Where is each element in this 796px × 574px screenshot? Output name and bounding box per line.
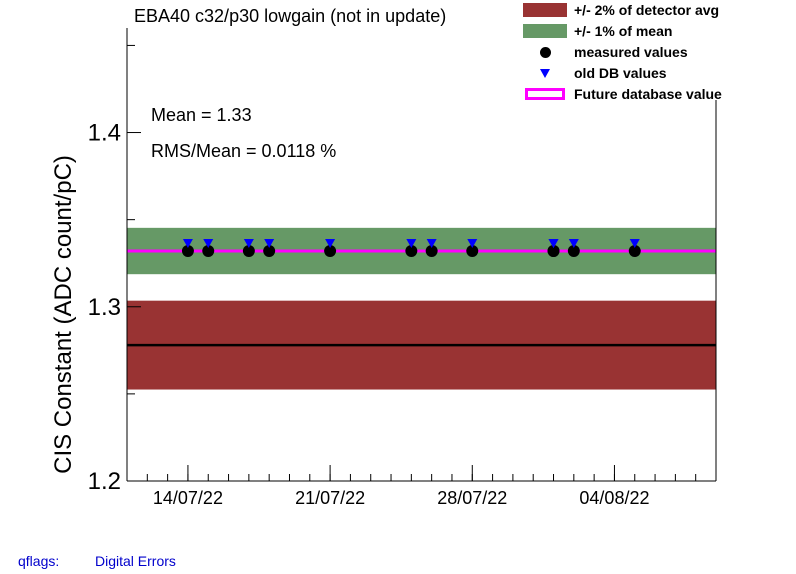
x-tick-label: 21/07/22	[295, 488, 365, 508]
old-db-point	[243, 239, 254, 249]
old-db-point	[568, 239, 579, 249]
legend-label-measured: measured values	[574, 44, 688, 60]
measured-point	[263, 245, 276, 258]
y-tick-label: 1.2	[88, 468, 121, 495]
old-db-point	[426, 239, 437, 249]
qflags-label: qflags:	[18, 553, 60, 569]
old-db-point	[203, 239, 214, 249]
measured-point	[466, 245, 479, 258]
x-tick-label: 14/07/22	[153, 488, 223, 508]
legend-label-mean: +/- 1% of mean	[574, 23, 673, 39]
legend-label-olddb: old DB values	[574, 65, 667, 81]
old-db-point	[182, 239, 193, 249]
old-db-point	[548, 239, 559, 249]
legend-label-future: Future database value	[574, 86, 722, 102]
legend-item-olddb: old DB values	[522, 63, 667, 83]
legend-item-detector: +/- 2% of detector avg	[522, 0, 719, 20]
legend-item-mean: +/- 1% of mean	[522, 21, 672, 41]
measured-point	[202, 245, 215, 258]
y-tick-label: 1.3	[88, 294, 121, 321]
old-db-point	[467, 239, 478, 249]
x-tick-label: 28/07/22	[437, 488, 507, 508]
legend-item-measured: measured values	[522, 42, 688, 62]
old-db-point	[264, 239, 275, 249]
legend-marker-measured	[522, 44, 568, 60]
old-db-point	[406, 239, 417, 249]
legend-marker-olddb	[522, 65, 568, 81]
measured-point	[547, 245, 560, 258]
legend-swatch-future	[522, 86, 568, 102]
legend: +/- 2% of detector avg +/- 1% of mean me…	[522, 0, 796, 108]
chart-title: EBA40 c32/p30 lowgain (not in update)	[134, 6, 447, 26]
legend-item-future: Future database value	[522, 84, 722, 104]
y-tick-label: 1.4	[88, 120, 121, 147]
old-db-point	[325, 239, 336, 249]
measured-point	[324, 245, 337, 258]
legend-label-detector: +/- 2% of detector avg	[574, 2, 720, 18]
measured-point	[242, 245, 255, 258]
measured-point	[181, 245, 194, 258]
legend-swatch-mean	[522, 23, 568, 39]
y-axis-label: CIS Constant (ADC count/pC)	[50, 155, 77, 474]
measured-point	[425, 245, 438, 258]
measured-point	[405, 245, 418, 258]
mean-stat: Mean = 1.33	[151, 105, 252, 125]
measured-point	[567, 245, 580, 258]
rms-stat: RMS/Mean = 0.0118 %	[151, 141, 337, 161]
qflags-value: Digital Errors	[95, 553, 176, 569]
measured-point	[628, 245, 641, 258]
x-tick-label: 04/08/22	[579, 488, 649, 508]
legend-swatch-detector	[522, 2, 568, 18]
old-db-point	[629, 239, 640, 249]
